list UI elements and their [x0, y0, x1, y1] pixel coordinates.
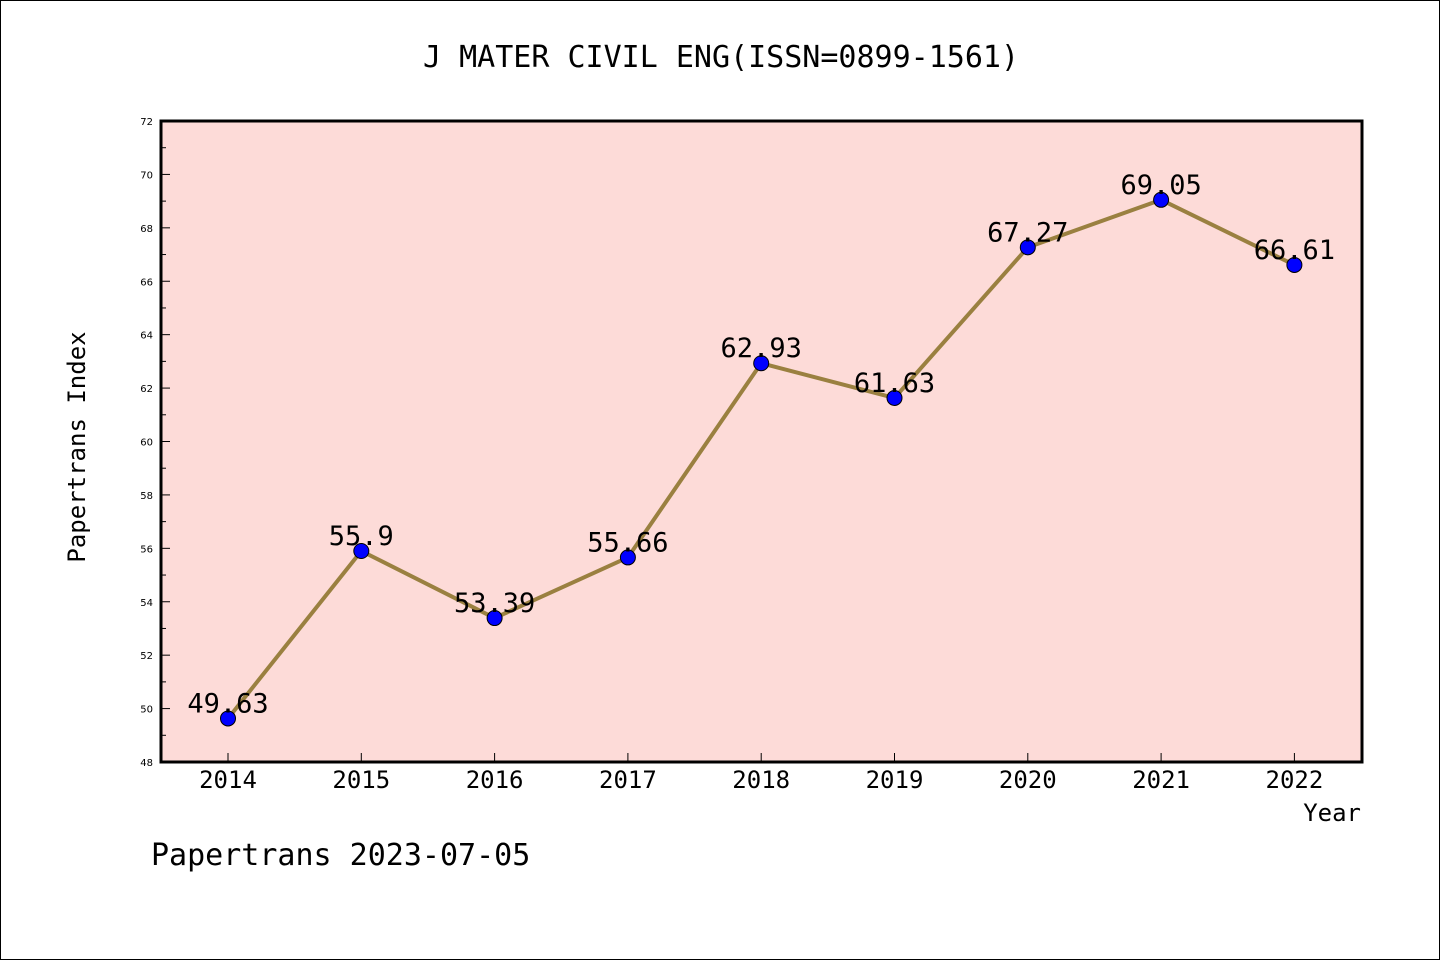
x-tick-label: 2022 — [1266, 766, 1324, 794]
data-point-marker — [1286, 256, 1303, 273]
y-tick-label: 68 — [140, 224, 153, 235]
y-tick-label: 72 — [140, 117, 153, 128]
y-tick-label: 48 — [140, 758, 153, 769]
x-tick-label: 2018 — [732, 766, 790, 794]
x-tick-label: 2020 — [999, 766, 1057, 794]
x-tick-label: 2015 — [332, 766, 390, 794]
y-tick-label: 64 — [140, 331, 153, 342]
y-tick-label: 52 — [140, 651, 153, 662]
series-line — [220, 191, 1303, 727]
y-tick-label: 50 — [140, 705, 153, 716]
y-tick-label: 54 — [140, 598, 153, 609]
plot-border — [159, 119, 1364, 764]
data-point-marker — [220, 710, 236, 727]
x-tick-label: 2021 — [1132, 766, 1190, 794]
y-axis-label: Papertrans Index — [63, 331, 91, 562]
x-axis-label: Year — [1303, 799, 1361, 827]
y-axis: 48 50 52 54 56 58 60 62 64 66 68 70 72 — [140, 117, 170, 769]
data-point-marker — [1019, 239, 1036, 256]
x-tick-label: 2016 — [466, 766, 524, 794]
data-value-label: 53.39 — [454, 588, 535, 619]
data-value-label: 55.66 — [587, 527, 668, 558]
data-point-marker — [1153, 191, 1170, 208]
x-axis: 2014 2015 2016 2017 2018 2019 2020 2021 2022 — [199, 753, 1323, 794]
x-tick-label: 2019 — [866, 766, 924, 794]
footer-text: Papertrans 2023-07-05 — [151, 838, 530, 873]
x-tick-label: 2017 — [599, 766, 657, 794]
plot-area — [161, 121, 1362, 762]
data-value-label: 67.27 — [987, 217, 1068, 248]
y-tick-label: 66 — [140, 277, 153, 288]
x-tick-label: 2014 — [199, 766, 257, 794]
data-value-label: 61.63 — [854, 368, 935, 399]
data-point-marker — [886, 389, 903, 406]
data-point-marker — [486, 610, 503, 627]
y-tick-label: 70 — [140, 170, 153, 181]
y-tick-label: 60 — [140, 438, 153, 449]
data-value-label: 55.9 — [329, 521, 394, 552]
chart-title: J MATER CIVIL ENG(ISSN=0899-1561) — [423, 40, 1019, 75]
data-value-label: 66.61 — [1254, 235, 1335, 266]
data-value-label: 62.93 — [721, 333, 802, 364]
y-tick-label: 62 — [140, 384, 153, 395]
data-value-label: 69.05 — [1120, 170, 1201, 201]
y-tick-label: 56 — [140, 544, 153, 555]
data-value-label: 49.63 — [187, 688, 268, 719]
data-point-marker — [619, 549, 636, 566]
data-point-marker — [353, 543, 370, 560]
y-tick-label: 58 — [140, 491, 153, 502]
data-labels: 49.63 55.9 53.39 55.66 62.93 61.63 67.27 69.05 6… — [187, 170, 1335, 720]
data-point-marker — [753, 355, 770, 372]
